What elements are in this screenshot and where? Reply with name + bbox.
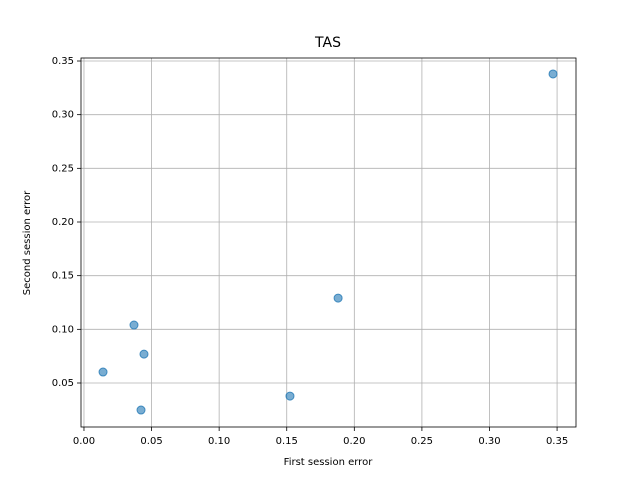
point xyxy=(129,320,139,330)
x-tick-label: 0.30 xyxy=(478,436,500,447)
point xyxy=(136,405,146,415)
x-tick-label: 0.20 xyxy=(343,436,365,447)
y-tick-label: 0.20 xyxy=(52,217,74,228)
y-tick-label: 0.35 xyxy=(52,56,74,67)
x-axis-label: First session error xyxy=(284,457,374,468)
y-axis-label: Second session error xyxy=(22,190,33,295)
y-tick-label: 0.05 xyxy=(52,378,74,389)
point xyxy=(333,293,343,303)
point xyxy=(98,367,108,377)
y-tick-label: 0.10 xyxy=(52,324,74,335)
point xyxy=(139,349,149,359)
plot-frame xyxy=(80,57,577,428)
x-tick-label: 0.10 xyxy=(208,436,230,447)
y-tick-label: 0.15 xyxy=(52,271,74,282)
y-tick-label: 0.25 xyxy=(52,163,74,174)
y-tick-label: 0.30 xyxy=(52,110,74,121)
point xyxy=(548,69,558,79)
x-tick-label: 0.25 xyxy=(411,436,433,447)
x-tick-label: 0.05 xyxy=(140,436,162,447)
x-tick-label: 0.15 xyxy=(276,436,298,447)
point xyxy=(285,391,295,401)
x-tick-label: 0.35 xyxy=(546,436,568,447)
x-tick-label: 0.00 xyxy=(73,436,95,447)
chart-title: TAS xyxy=(314,35,341,51)
